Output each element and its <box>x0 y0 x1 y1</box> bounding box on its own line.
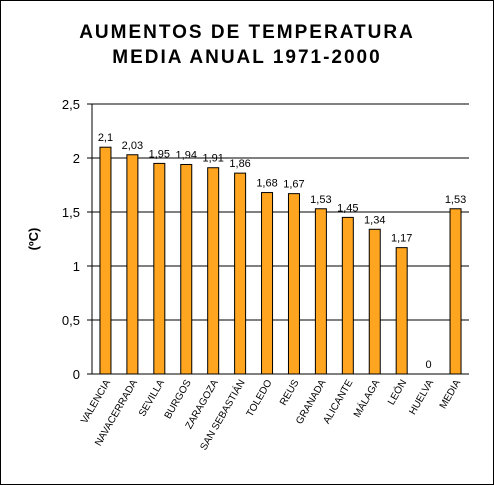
value-label: 1,34 <box>364 214 385 226</box>
value-label: 1,53 <box>310 194 331 206</box>
y-axis-ticks: 0 0,5 1 1,5 2 2,5 <box>62 97 92 382</box>
chart-title-line-2: MEDIA ANUAL 1971-2000 <box>112 47 382 68</box>
bar-navacerrada <box>126 154 139 375</box>
value-label: 2,1 <box>98 132 113 144</box>
x-category-label: HUELVA <box>407 378 436 417</box>
value-label: 1,68 <box>256 178 277 190</box>
bar-san-sebastián <box>234 172 247 375</box>
value-label: 1,95 <box>149 148 170 160</box>
bar-reus <box>287 193 300 375</box>
value-label: 0 <box>426 359 432 371</box>
value-label: 1,91 <box>202 153 223 165</box>
value-label: 2,03 <box>122 140 143 152</box>
x-category-label: REUS <box>278 378 302 408</box>
bar-león <box>395 247 408 375</box>
x-category-label: TOLEDO <box>245 378 275 419</box>
value-label: 1,86 <box>229 158 250 170</box>
chart-title: AUMENTOS DE TEMPERATURA MEDIA ANUAL 1971… <box>0 20 494 70</box>
bar-málaga <box>368 228 381 375</box>
x-category-label: MEDIA <box>438 378 464 411</box>
y-tick-label: 1,5 <box>62 205 80 220</box>
bar-toledo <box>261 192 274 375</box>
y-tick-label: 1 <box>73 259 80 274</box>
x-category-label: LEÓN <box>384 377 409 407</box>
bar-media <box>449 208 462 375</box>
bar-sevilla <box>153 162 166 375</box>
bars <box>99 146 462 375</box>
chart-title-line-1: AUMENTOS DE TEMPERATURA <box>79 22 415 43</box>
y-tick-label: 0,5 <box>62 313 80 328</box>
bar-alicante <box>341 216 354 375</box>
value-label: 1,67 <box>283 179 304 191</box>
y-tick-label: 2 <box>73 151 80 166</box>
value-label: 1,53 <box>445 194 466 206</box>
y-axis-label: (ºC) <box>26 228 41 251</box>
y-tick-label: 2,5 <box>62 97 80 112</box>
bar-granada <box>314 208 327 375</box>
bar-valencia <box>99 146 112 375</box>
y-tick-label: 0 <box>73 367 80 382</box>
value-labels: 2,1 2,03 1,95 1,94 1,91 1,86 1,68 1,67 1,53 1,45 1… <box>98 132 466 371</box>
bar-burgos <box>180 163 193 375</box>
bar-zaragoza <box>207 167 220 375</box>
value-label: 1,94 <box>176 149 197 161</box>
value-label: 1,45 <box>337 202 358 214</box>
x-category-label: SEVILLA <box>137 378 167 419</box>
grid-lines <box>92 103 469 321</box>
x-axis-labels: VALENCIANAVACERRADASEVILLABURGOSZARAGOZA… <box>79 377 463 453</box>
x-category-label: MÁLAGA <box>350 377 382 420</box>
value-label: 1,17 <box>391 233 412 245</box>
